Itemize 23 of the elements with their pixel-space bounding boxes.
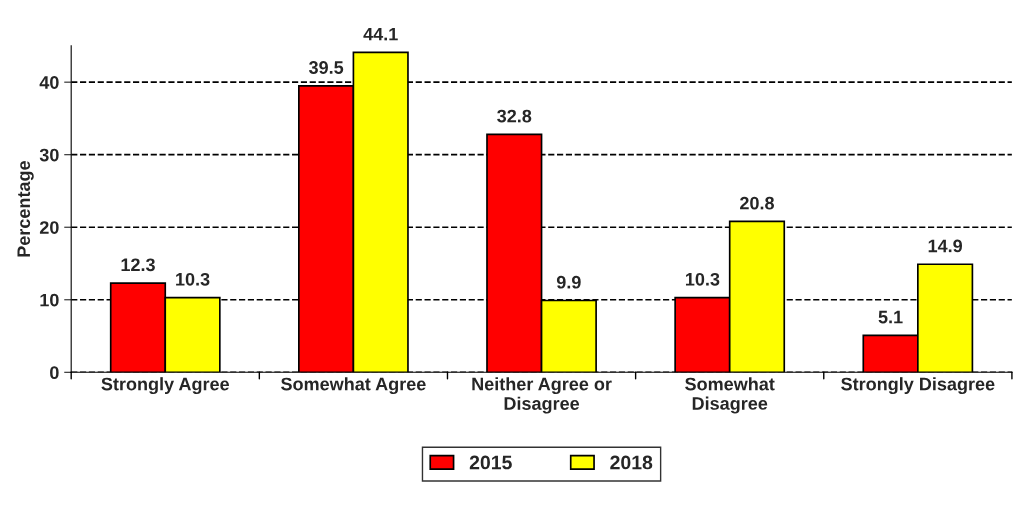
y-tick-label: 20 — [39, 221, 59, 234]
data-label: 9.9 — [556, 275, 581, 289]
x-tick-label: Somewhat Agree — [281, 377, 426, 395]
data-label: 39.5 — [308, 61, 344, 74]
data-label: 32.8 — [497, 109, 532, 123]
legend-label: 2018 — [610, 455, 653, 470]
data-label: 10.3 — [176, 272, 210, 286]
data-label: 5.1 — [878, 310, 903, 324]
y-tick-label: 0 — [50, 366, 59, 380]
y-tick-label: 40 — [39, 76, 59, 89]
y-tick-label: 10 — [40, 293, 59, 307]
x-tick-label: Somewhat Disagree — [685, 377, 775, 414]
y-axis-title: Percentage — [17, 161, 34, 257]
data-label: 10.3 — [685, 272, 720, 286]
y-tick-label: 30 — [39, 148, 59, 162]
x-tick-label: Strongly Agree — [101, 377, 230, 395]
data-label: 14.9 — [928, 239, 963, 253]
x-tick-label: Strongly Disagree — [841, 377, 995, 395]
x-tick-label: Neither Agree or Disagree — [472, 377, 612, 414]
data-label: 20.8 — [740, 196, 774, 210]
data-label: 44.1 — [363, 27, 398, 41]
data-label: 12.3 — [121, 258, 155, 272]
legend-label: 2015 — [469, 455, 512, 470]
